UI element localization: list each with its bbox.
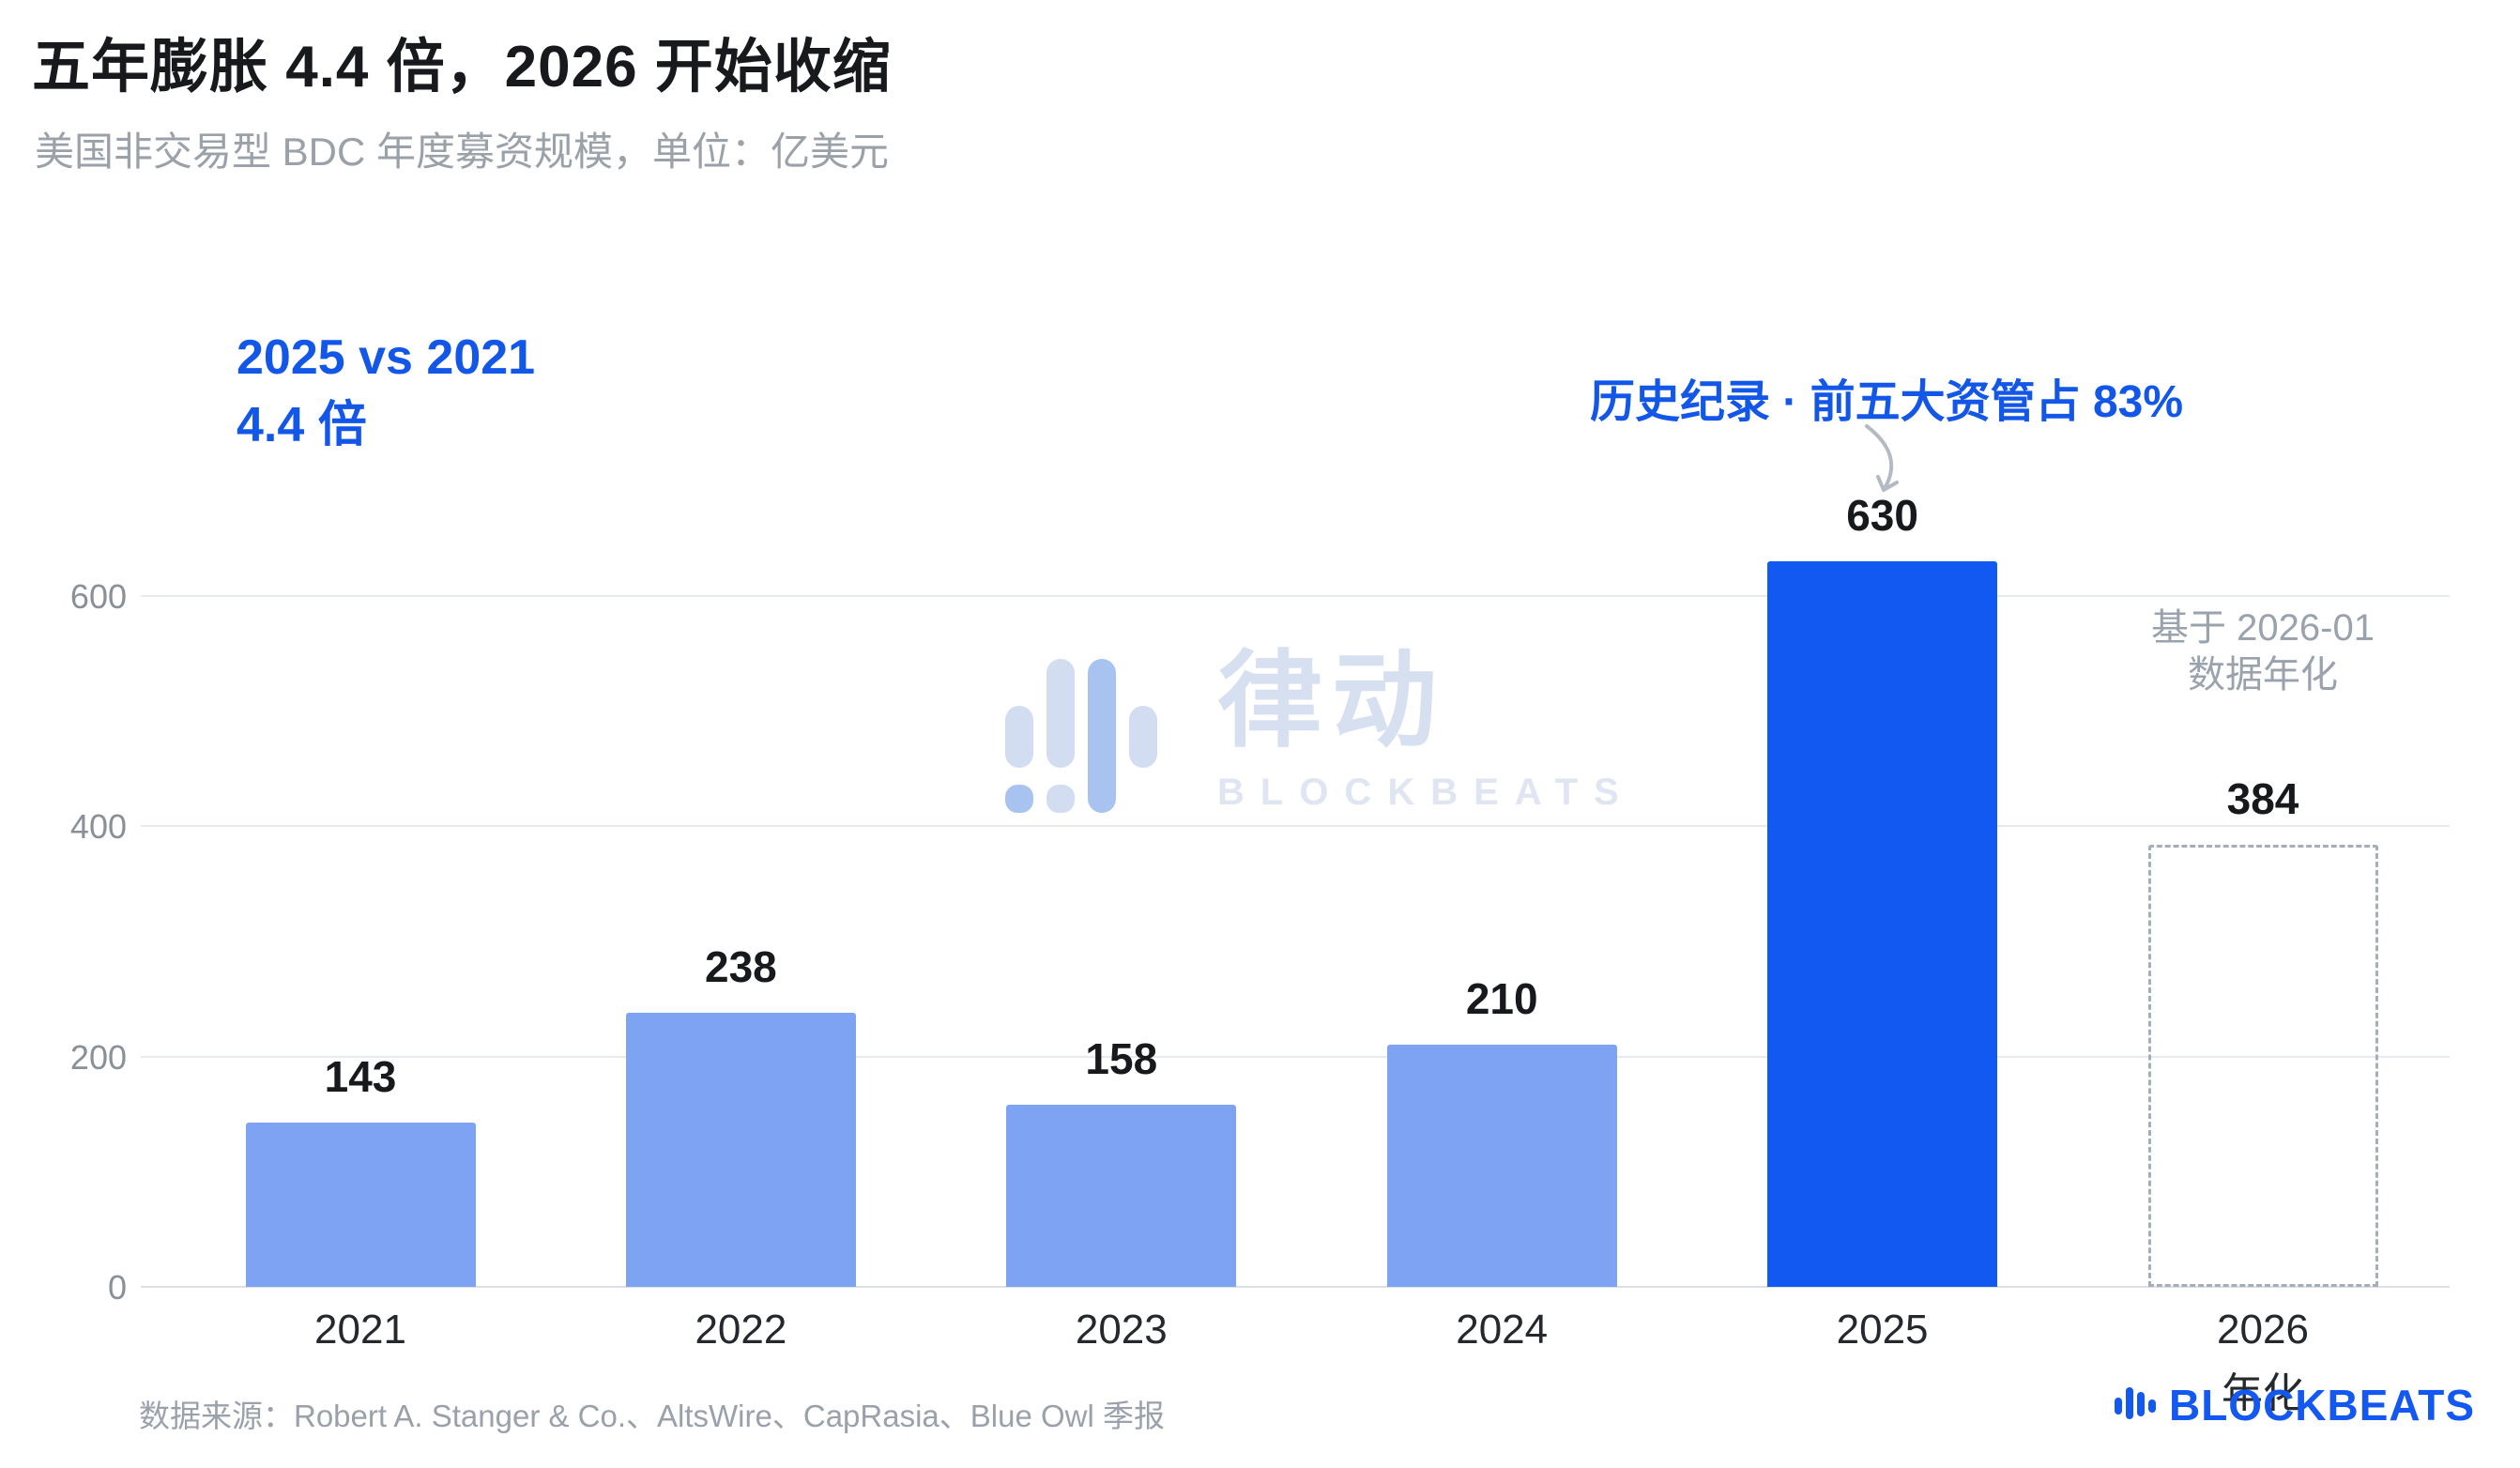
bar-value-label: 143 <box>324 1051 397 1101</box>
bar-value-label: 210 <box>1465 974 1538 1024</box>
bar-value-label: 238 <box>705 942 777 992</box>
bar-value-label: 630 <box>1846 491 1918 541</box>
bar-2024 <box>1386 1045 1617 1287</box>
x-axis-label: 2026 <box>2217 1307 2309 1353</box>
x-axis-label: 2021 <box>314 1307 406 1353</box>
annualized-note-line1: 基于 2026-01 <box>2151 607 2375 649</box>
annualized-note-line2: 数据年化 <box>2188 654 2338 696</box>
bar-2026 <box>2147 844 2378 1287</box>
page-subtitle: 美国非交易型 BDC 年度募资规模，单位：亿美元 <box>35 130 890 174</box>
blockbeats-logo-text: BLOCKBEATS <box>2168 1381 2475 1430</box>
bar-value-label: 384 <box>2226 773 2299 823</box>
bar-2022 <box>625 1013 856 1287</box>
gridline-400 <box>141 825 2450 828</box>
watermark-cn-text: 律动 <box>1217 642 1446 759</box>
data-source: 数据来源：Robert A. Stanger & Co.、AltsWire、Ca… <box>139 1399 1165 1433</box>
bar-value-label: 158 <box>1085 1034 1158 1084</box>
comparison-annotation-line2: 4.4 倍 <box>237 398 367 452</box>
watermark-text: 律动 BLOCKBEATS <box>1217 646 1635 814</box>
page-title: 五年膨胀 4.4 倍，2026 开始收缩 <box>32 35 892 99</box>
record-annotation: 历史纪录 · 前五大资管占 83% <box>1589 377 2184 427</box>
x-axis-label: 2025 <box>1836 1307 1929 1353</box>
x-axis-sublabel: 年化 <box>2222 1370 2304 1416</box>
blockbeats-logo-icon <box>2114 1387 2156 1419</box>
annualized-note: 基于 2026-01 数据年化 <box>2094 604 2432 698</box>
bar-2025 <box>1767 561 1998 1287</box>
gridline-600 <box>141 595 2450 597</box>
bar-2021 <box>245 1122 476 1287</box>
watermark-en-text: BLOCKBEATS <box>1217 771 1635 813</box>
blockbeats-watermark-icon <box>1005 659 1157 813</box>
y-axis-tick-label: 600 <box>69 577 127 616</box>
comparison-annotation: 2025 vs 2021 4.4 倍 <box>237 324 535 459</box>
gridline-200 <box>141 1055 2450 1058</box>
comparison-annotation-line1: 2025 vs 2021 <box>237 330 536 385</box>
blockbeats-watermark: 律动 BLOCKBEATS <box>1000 646 1635 833</box>
bar-2023 <box>1006 1105 1237 1287</box>
y-axis-tick-label: 400 <box>69 807 127 847</box>
annotation-arrow-icon <box>1865 424 1899 492</box>
x-axis-label: 2022 <box>695 1307 787 1353</box>
y-axis-tick-label: 200 <box>69 1037 127 1077</box>
y-axis-tick-label: 0 <box>107 1268 127 1307</box>
x-axis-label: 2024 <box>1456 1307 1549 1353</box>
blockbeats-logo: BLOCKBEATS <box>2113 1380 2475 1430</box>
x-axis-label: 2023 <box>1075 1307 1168 1353</box>
gridline-0 <box>141 1286 2450 1288</box>
